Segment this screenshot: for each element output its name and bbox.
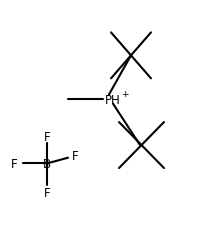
Text: F: F [44, 186, 50, 199]
Text: F: F [44, 131, 50, 144]
Text: F: F [72, 150, 79, 163]
Text: F: F [10, 157, 17, 170]
Text: B: B [43, 157, 51, 170]
Text: ··: ·· [51, 157, 56, 166]
Text: PH: PH [105, 93, 121, 106]
Text: +: + [121, 89, 129, 98]
